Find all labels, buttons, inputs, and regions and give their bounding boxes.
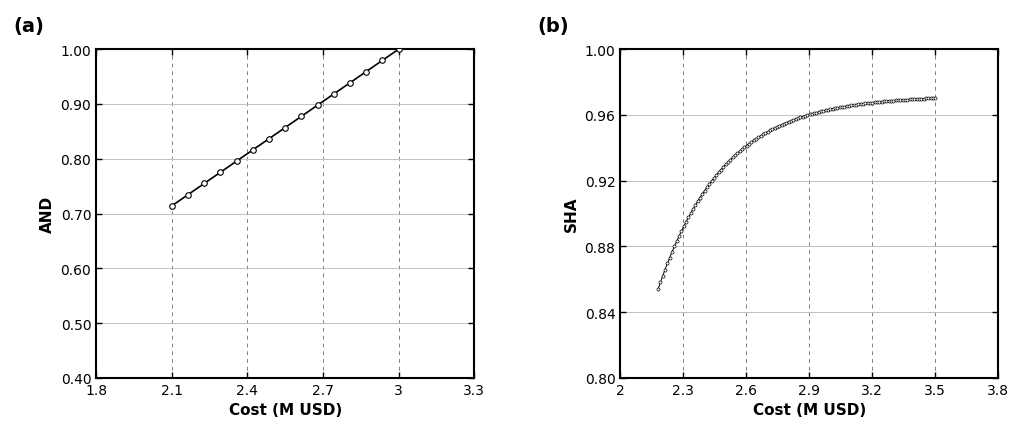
X-axis label: Cost (M USD): Cost (M USD) [229, 402, 342, 418]
Y-axis label: AND: AND [40, 196, 55, 233]
Y-axis label: SHA: SHA [564, 196, 579, 232]
Text: (a): (a) [13, 17, 44, 36]
Text: (b): (b) [537, 17, 568, 36]
X-axis label: Cost (M USD): Cost (M USD) [753, 402, 866, 418]
